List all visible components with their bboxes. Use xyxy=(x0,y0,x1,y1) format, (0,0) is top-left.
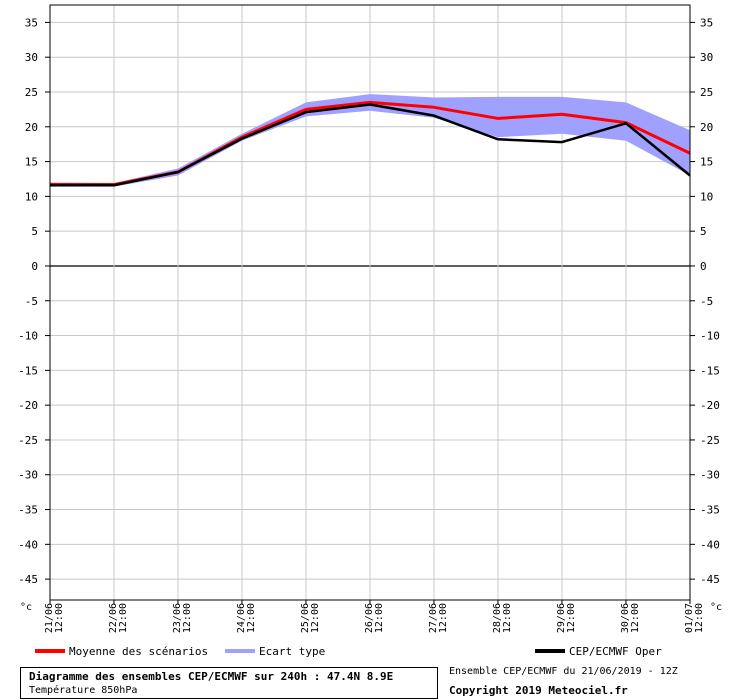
caption-subtitle: Température 850hPa xyxy=(29,685,138,696)
y-tick-label-right: -35 xyxy=(700,504,720,517)
x-tick-time: 12:00 xyxy=(310,603,321,633)
y-tick-label-left: 30 xyxy=(25,51,38,64)
y-tick-label-left: 25 xyxy=(25,86,38,99)
legend-mean-swatch xyxy=(35,649,65,653)
y-tick-label-right: -45 xyxy=(700,573,720,586)
x-tick-date: 30/06 xyxy=(620,603,631,633)
y-tick-label-left: 35 xyxy=(25,16,38,29)
x-tick-label: 30/0612:00 xyxy=(620,603,641,633)
y-tick-label-left: -10 xyxy=(18,330,38,343)
y-tick-label-left: -15 xyxy=(18,364,38,377)
x-tick-date: 27/06 xyxy=(428,603,439,633)
y-tick-label-right: 20 xyxy=(700,121,713,134)
legend-oper: CEP/ECMWF Oper xyxy=(535,644,662,660)
x-tick-date: 26/06 xyxy=(364,603,375,633)
y-tick-label-left: -25 xyxy=(18,434,38,447)
x-tick-label: 01/0712:00 xyxy=(684,603,705,633)
x-tick-time: 12:00 xyxy=(246,603,257,633)
run-info: Ensemble CEP/ECMWF du 21/06/2019 - 12Z xyxy=(449,666,678,677)
y-tick-label-left: -40 xyxy=(18,538,38,551)
y-tick-label-left: -20 xyxy=(18,399,38,412)
legend-spread: Ecart type xyxy=(225,644,325,660)
x-tick-time: 12:00 xyxy=(438,603,449,633)
x-tick-label: 28/0612:00 xyxy=(492,603,513,633)
x-tick-date: 24/06 xyxy=(236,603,247,633)
x-tick-time: 12:00 xyxy=(374,603,385,633)
x-tick-date: 21/06 xyxy=(44,603,55,633)
x-tick-date: 01/07 xyxy=(684,603,695,633)
y-tick-label-left: 20 xyxy=(25,121,38,134)
y-tick-label-left: -35 xyxy=(18,504,38,517)
oper-line xyxy=(50,103,691,187)
y-tick-label-right: -5 xyxy=(700,295,713,308)
x-tick-time: 12:00 xyxy=(182,603,193,633)
y-tick-label-left: -30 xyxy=(18,469,38,482)
copyright: Copyright 2019 Meteociel.fr xyxy=(449,684,628,697)
x-tick-date: 28/06 xyxy=(492,603,503,633)
x-tick-label: 21/0612:00 xyxy=(44,603,65,633)
y-tick-label-right: -15 xyxy=(700,364,720,377)
legend-oper-swatch xyxy=(535,649,565,653)
x-tick-label: 22/0612:00 xyxy=(108,603,129,633)
y-tick-label-left: -45 xyxy=(18,573,38,586)
x-tick-label: 23/0612:00 xyxy=(172,603,193,633)
x-tick-time: 12:00 xyxy=(630,603,641,633)
y-tick-label-left: 15 xyxy=(25,156,38,169)
y-tick-label-left: 0 xyxy=(31,260,38,273)
y-tick-label-right: 5 xyxy=(700,225,707,238)
y-tick-label-right: 15 xyxy=(700,156,713,169)
y-tick-label-left: 10 xyxy=(25,190,38,203)
legend-mean: Moyenne des scénarios xyxy=(35,644,208,660)
y-tick-label-left: -5 xyxy=(25,295,38,308)
legend-spread-swatch xyxy=(225,649,255,653)
ensemble-chart: 35 35 30 30 25 25 20 20 15 15 10 10 5 5 0 0 -5 -5 -10 -10 -1… xyxy=(18,4,722,633)
legend-oper-label: CEP/ECMWF Oper xyxy=(569,645,662,658)
y-tick-label-right: -20 xyxy=(700,399,720,412)
legend-spread-label: Ecart type xyxy=(259,645,326,658)
x-tick-date: 25/06 xyxy=(300,603,311,633)
x-tick-label: 24/0612:00 xyxy=(236,603,257,633)
y-tick-label-right: 0 xyxy=(700,260,707,273)
x-tick-time: 12:00 xyxy=(694,603,705,633)
x-tick-label: 26/0612:00 xyxy=(364,603,385,633)
x-tick-date: 23/06 xyxy=(172,603,183,633)
x-tick-label: 25/0612:00 xyxy=(300,603,321,633)
y-unit-left: °c xyxy=(20,602,32,613)
y-tick-label-right: 25 xyxy=(700,86,713,99)
y-tick-label-right: 35 xyxy=(700,16,713,29)
x-tick-time: 12:00 xyxy=(502,603,513,633)
y-tick-label-right: 30 xyxy=(700,51,713,64)
x-tick-label: 29/0612:00 xyxy=(556,603,577,633)
y-tick-label-right: -25 xyxy=(700,434,720,447)
plot-frame xyxy=(49,4,691,601)
x-tick-time: 12:00 xyxy=(54,603,65,633)
x-tick-label: 27/0612:00 xyxy=(428,603,449,633)
y-tick-label-right: -10 xyxy=(700,330,720,343)
y-unit-right: °c xyxy=(710,602,722,613)
y-tick-label-right: 10 xyxy=(700,190,713,203)
legend-mean-label: Moyenne des scénarios xyxy=(69,645,209,658)
y-tick-label-right: -30 xyxy=(700,469,720,482)
caption-box: Diagramme des ensembles CEP/ECMWF sur 24… xyxy=(20,667,438,699)
x-tick-date: 22/06 xyxy=(108,603,119,633)
x-tick-time: 12:00 xyxy=(566,603,577,633)
y-tick-label-right: -40 xyxy=(700,538,720,551)
x-tick-time: 12:00 xyxy=(118,603,129,633)
y-tick-label-left: 5 xyxy=(31,225,38,238)
x-tick-date: 29/06 xyxy=(556,603,567,633)
caption-title: Diagramme des ensembles CEP/ECMWF sur 24… xyxy=(29,670,394,683)
